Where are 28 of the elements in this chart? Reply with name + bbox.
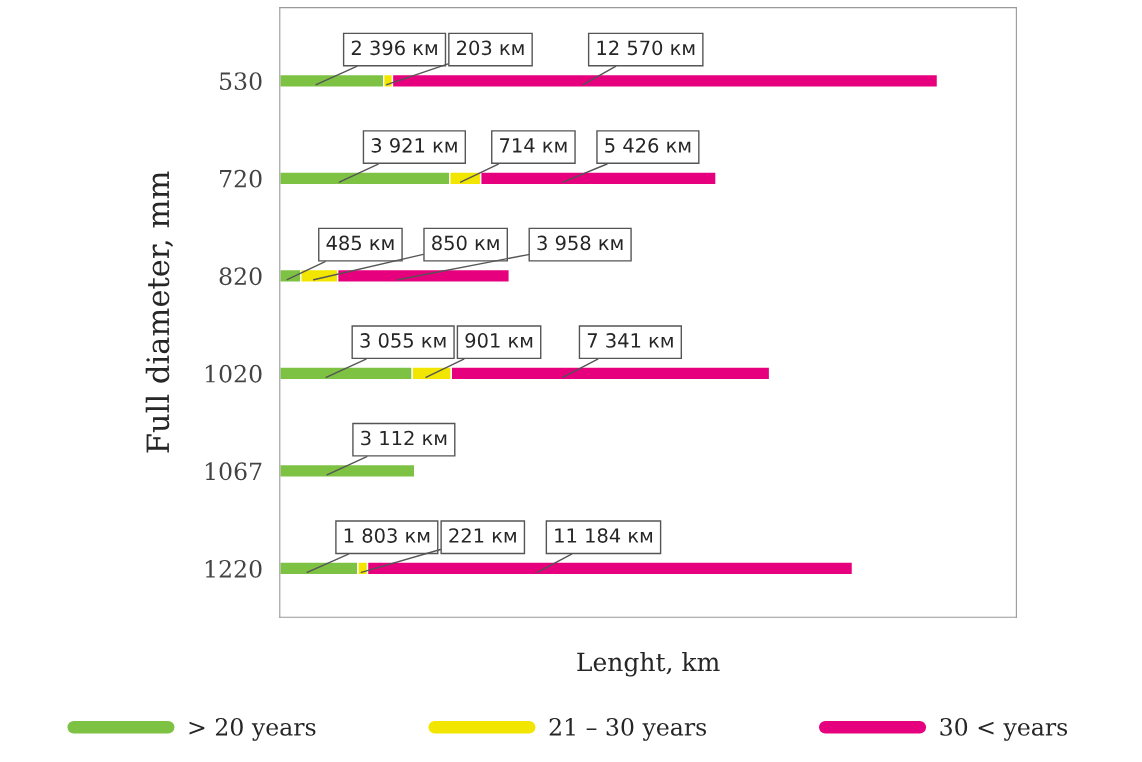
data-label: 3 112 км bbox=[361, 430, 447, 446]
data-label: 485 км bbox=[326, 235, 394, 251]
x-axis-title: Lenght, km bbox=[577, 651, 720, 677]
legend-label: 30 < years bbox=[940, 717, 1068, 741]
bar bbox=[279, 463, 416, 478]
data-label: 11 184 км bbox=[555, 528, 653, 543]
y-tick-label: 530 bbox=[220, 72, 262, 91]
data-label: 901 км bbox=[465, 333, 533, 348]
y-tick-label: 720 bbox=[220, 169, 262, 188]
y-axis-title: Full diameter, mm bbox=[145, 171, 174, 453]
data-label: 7 341 км bbox=[587, 333, 673, 348]
data-label: 3 921 км bbox=[371, 138, 457, 153]
data-label: 1 803 км bbox=[344, 528, 430, 543]
data-label: 2 396 км bbox=[351, 40, 437, 56]
legend-label: > 20 years bbox=[189, 717, 316, 741]
y-tick-label: 1020 bbox=[205, 364, 262, 383]
y-tick-label: 1067 bbox=[205, 462, 262, 481]
y-tick-label: 1220 bbox=[205, 559, 262, 578]
data-label: 850 км bbox=[432, 235, 499, 251]
data-label: 714 км bbox=[500, 138, 567, 153]
data-label: 12 570 км bbox=[597, 40, 695, 56]
data-label: 221 км bbox=[449, 528, 516, 543]
data-label: 3 055 км bbox=[360, 333, 446, 348]
data-label: 203 км bbox=[457, 40, 524, 56]
data-label: 3 958 км bbox=[537, 235, 623, 251]
y-tick-label: 820 bbox=[219, 267, 262, 286]
data-label: 5 426 км bbox=[605, 138, 691, 153]
legend-label: 21 – 30 years bbox=[549, 717, 707, 741]
